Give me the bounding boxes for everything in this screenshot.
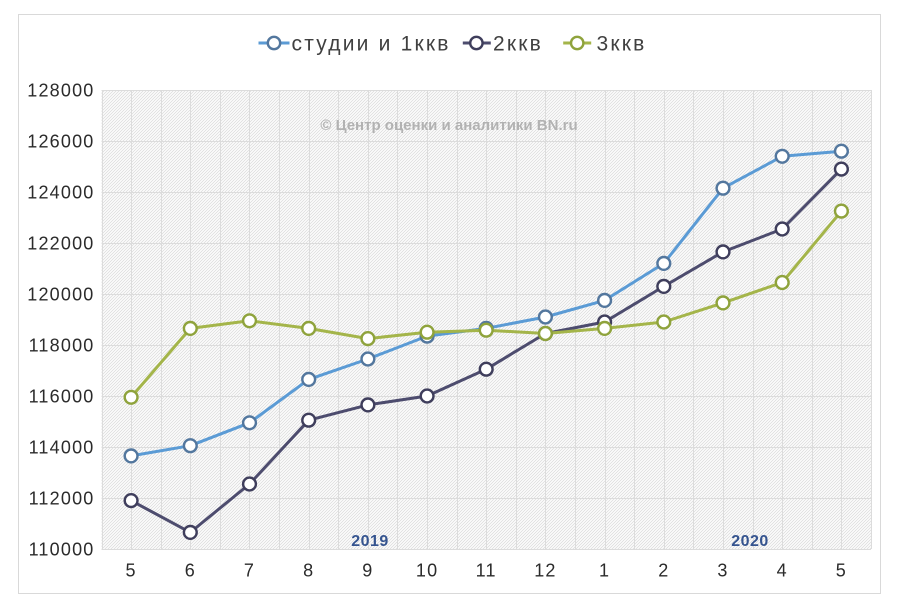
svg-text:1: 1 <box>599 561 610 581</box>
svg-text:11: 11 <box>476 561 497 581</box>
svg-text:студии и 1ккв: студии и 1ккв <box>292 33 451 56</box>
svg-text:3ккв: 3ккв <box>597 33 647 56</box>
svg-text:8: 8 <box>303 561 314 581</box>
svg-text:112000: 112000 <box>29 488 95 508</box>
svg-text:© Центр оценки и аналитики BN.: © Центр оценки и аналитики BN.ru <box>320 117 577 134</box>
svg-text:10: 10 <box>416 561 438 581</box>
svg-text:7: 7 <box>244 561 255 581</box>
svg-text:2020: 2020 <box>731 533 769 550</box>
svg-text:126000: 126000 <box>27 131 94 151</box>
svg-text:4: 4 <box>777 561 788 581</box>
svg-text:5: 5 <box>125 561 136 581</box>
svg-text:2: 2 <box>658 561 669 581</box>
svg-text:110000: 110000 <box>29 539 95 559</box>
svg-text:114000: 114000 <box>29 437 95 457</box>
svg-text:120000: 120000 <box>27 284 94 304</box>
svg-text:118000: 118000 <box>29 335 95 355</box>
svg-text:124000: 124000 <box>27 182 94 202</box>
svg-text:128000: 128000 <box>27 80 94 100</box>
svg-text:3: 3 <box>717 561 728 581</box>
svg-text:9: 9 <box>362 561 373 581</box>
svg-text:2ккв: 2ккв <box>493 33 543 56</box>
svg-text:122000: 122000 <box>27 233 94 253</box>
svg-text:116000: 116000 <box>29 386 95 406</box>
svg-text:5: 5 <box>836 561 847 581</box>
svg-text:6: 6 <box>185 561 196 581</box>
svg-text:2019: 2019 <box>351 533 389 550</box>
svg-text:12: 12 <box>534 561 556 581</box>
